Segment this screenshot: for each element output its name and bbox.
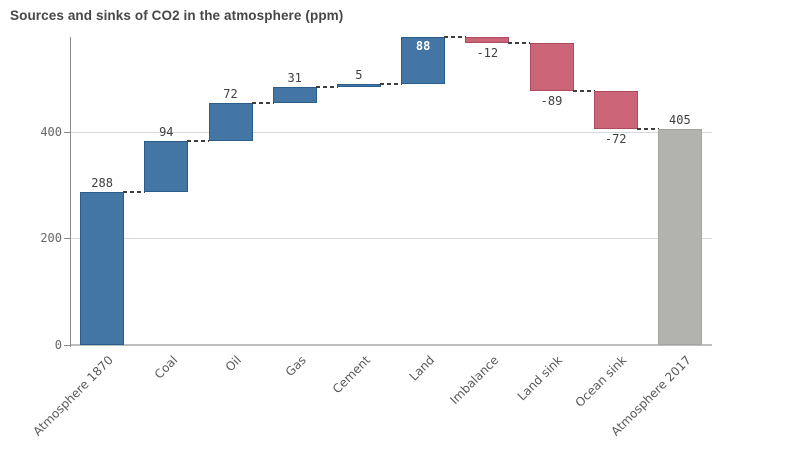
connector-line xyxy=(379,82,403,85)
connector-line xyxy=(636,128,659,131)
x-category-label: Atmosphere 1870 xyxy=(30,353,116,439)
bar-value-label: -89 xyxy=(540,93,563,108)
x-category-label: Land xyxy=(406,353,437,384)
x-category-label: Ocean sink xyxy=(572,353,630,410)
connector-line xyxy=(187,140,210,143)
chart-title: Sources and sinks of CO2 in the atmosphe… xyxy=(10,8,344,23)
waterfall-bar-imbalance[interactable] xyxy=(465,37,510,44)
x-category-label: Gas xyxy=(282,353,309,380)
x-category-label: Imbalance xyxy=(447,353,502,408)
connector-line xyxy=(508,42,531,45)
x-category-label: Land sink xyxy=(515,353,566,404)
bar-value-label: -12 xyxy=(476,46,499,61)
connector-line xyxy=(123,190,146,193)
bar-value-label: 94 xyxy=(159,125,174,140)
y-tick-label: 200 xyxy=(40,231,62,246)
y-tick-label: 400 xyxy=(40,124,62,139)
bar-value-label: 5 xyxy=(355,67,363,82)
bar-value-label: 72 xyxy=(223,87,238,102)
connector-line xyxy=(572,89,595,92)
connector-line xyxy=(251,102,274,105)
waterfall-bar-cement[interactable] xyxy=(336,83,381,87)
y-tick-mark xyxy=(64,238,70,240)
waterfall-bar-land-sink[interactable] xyxy=(529,43,574,91)
bar-value-label: 405 xyxy=(669,113,691,128)
gridline xyxy=(70,238,712,240)
waterfall-bar-atmosphere-2017[interactable] xyxy=(657,129,702,345)
waterfall-bar-oil[interactable] xyxy=(208,103,253,142)
connector-line xyxy=(444,36,467,39)
x-category-label: Coal xyxy=(151,353,181,382)
waterfall-bar-coal[interactable] xyxy=(144,141,189,192)
x-axis-baseline xyxy=(70,344,712,346)
x-category-label: Oil xyxy=(223,353,245,375)
connector-line xyxy=(315,85,338,88)
y-tick-mark xyxy=(64,345,70,346)
waterfall-bar-ocean-sink[interactable] xyxy=(593,90,638,130)
plot-area: 288 94 72 31 5 88 -12 -89 -72 405 xyxy=(70,36,712,346)
bar-value-label: -72 xyxy=(604,132,627,147)
y-tick-label: 0 xyxy=(54,338,62,352)
waterfall-bar-gas[interactable] xyxy=(272,86,317,104)
gridline xyxy=(70,131,712,133)
bar-value-label: 88 xyxy=(415,39,431,53)
waterfall-bar-land[interactable] xyxy=(401,37,446,84)
waterfall-bar-atmosphere-1870[interactable] xyxy=(80,191,125,345)
y-axis-line xyxy=(70,37,71,347)
bar-value-label: 288 xyxy=(91,175,113,190)
bar-value-label: 31 xyxy=(287,70,302,85)
y-tick-mark xyxy=(64,131,70,133)
x-category-label: Cement xyxy=(329,353,373,397)
